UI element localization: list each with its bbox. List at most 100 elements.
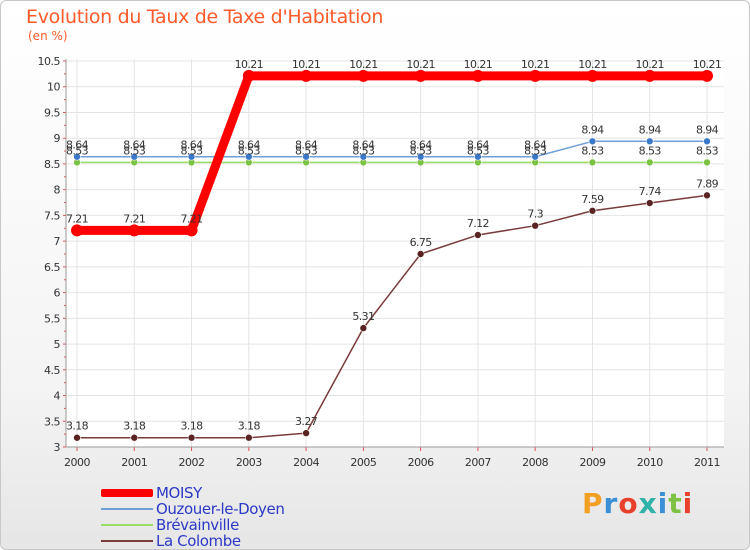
x-tick-label: 2008 [522,456,548,469]
logo-letter: i [682,487,694,520]
data-point-moisy [185,224,198,237]
data-label-ouzouer-le-doyen: 8.64 [295,139,318,152]
data-label-ouzouer-le-doyen: 8.64 [467,139,490,152]
data-label-moisy: 10.21 [635,58,664,71]
data-point-ouzouer-le-doyen [588,137,597,146]
data-point-moisy [357,69,370,82]
x-tick-label: 2002 [179,456,205,469]
y-tick-label: 6.5 [44,261,60,274]
y-tick-label: 10 [47,81,60,94]
data-label-la-colombe: 7.89 [696,177,719,190]
logo-letter: P [582,487,604,520]
data-point-moisy [701,69,713,82]
data-point-moisy [643,69,656,82]
data-label-brevainville: 8.53 [295,144,318,157]
data-point-brevainville [588,158,597,167]
data-point-la-colombe [416,250,425,258]
y-tick-label: 3 [54,441,61,454]
data-point-la-colombe [474,231,482,239]
data-label-la-colombe: 3.27 [295,415,318,428]
data-label-moisy: 10.21 [693,58,722,71]
data-point-la-colombe [645,199,654,207]
data-label-brevainville: 8.53 [352,144,375,157]
data-label-la-colombe: 3.18 [123,420,146,433]
series-line-la-colombe [76,194,708,439]
data-point-ouzouer-le-doyen [130,152,139,161]
data-label-la-colombe: 3.18 [66,420,89,433]
data-point-brevainville [703,158,711,167]
data-label-la-colombe: 5.31 [352,310,374,323]
x-tick-label: 2009 [579,456,605,469]
data-label-brevainville: 8.53 [123,144,146,157]
data-label-brevainville: 8.53 [696,144,719,157]
data-label-moisy: 10.21 [521,58,550,71]
logo-letter: t [668,487,683,520]
data-label-brevainville: 8.53 [180,144,203,157]
data-point-moisy [300,69,313,82]
data-label-moisy: 10.21 [464,58,493,71]
data-point-moisy [414,69,427,82]
y-tick-label: 8 [54,184,61,197]
y-tick-label: 6 [54,287,61,300]
y-tick-label: 4 [54,390,61,403]
data-point-ouzouer-le-doyen [645,137,654,146]
data-label-ouzouer-le-doyen: 8.94 [639,123,662,136]
data-point-la-colombe [703,191,711,200]
y-tick-label: 10.5 [38,55,61,68]
data-label-moisy: 7.21 [66,212,88,225]
series-line-moisy [72,71,712,235]
y-axis-unit: (en %) [28,29,68,43]
data-point-moisy [586,69,599,82]
data-point-moisy [471,69,484,82]
axes: 3 3.5 4 4.5 5 5.5 6 6.5 7 7.5 8 8.5 9 9.5 10 10.5 2000 20… [38,55,724,469]
y-tick-label: 5.5 [44,312,60,325]
series-layer [71,69,713,442]
data-label-brevainville: 8.53 [524,144,547,157]
proxiti-logo: Proxiti [582,487,693,520]
x-tick-label: 2005 [350,456,376,469]
data-label-moisy: 10.21 [406,58,435,71]
x-tick-label: 2006 [408,456,434,469]
data-label-la-colombe: 7.74 [639,185,662,198]
data-point-ouzouer-le-doyen [416,152,425,161]
data-point-moisy [128,224,141,237]
y-tick-label: 7 [54,235,61,248]
legend-swatch-ouzouer [101,508,153,510]
data-label-ouzouer-le-doyen: 8.64 [410,139,433,152]
data-point-ouzouer-le-doyen [531,152,539,161]
data-point-la-colombe [588,206,597,215]
y-tick-label: 5 [54,338,61,351]
data-label-moisy: 10.21 [292,58,321,71]
y-tick-label: 4.5 [44,364,60,377]
x-tick-label: 2003 [236,456,262,469]
y-tick-label: 8.5 [44,158,60,171]
data-point-ouzouer-le-doyen [245,152,253,161]
data-labels-layer: 7.21 7.21 7.21 10.21 10.21 10.21 10.21 10.21 10.… [66,58,722,433]
data-point-moisy [242,69,255,82]
data-point-la-colombe [245,433,253,442]
legend-swatch-la-colombe [101,540,153,542]
data-point-ouzouer-le-doyen [187,152,196,161]
data-point-ouzouer-le-doyen [474,152,482,161]
data-label-la-colombe: 3.18 [238,420,261,433]
data-label-brevainville: 8.53 [581,144,604,157]
x-tick-label: 2004 [293,456,319,469]
data-label-ouzouer-le-doyen: 8.64 [180,139,203,152]
data-point-la-colombe [302,429,310,437]
logo-letter: x [638,487,658,520]
logo-letter: i [657,487,669,520]
data-label-brevainville: 8.53 [410,144,433,157]
data-label-moisy: 10.21 [349,58,378,71]
data-label-ouzouer-le-doyen: 8.94 [581,123,604,136]
data-label-brevainville: 8.53 [66,144,89,157]
data-point-la-colombe [359,324,368,332]
data-label-la-colombe: 3.18 [180,420,203,433]
y-tick-label: 3.5 [44,415,60,428]
data-label-la-colombe: 7.3 [527,208,543,221]
legend-label-ouzouer: Ouzouer-le-Doyen [156,500,285,518]
plot-area [66,59,724,447]
data-point-moisy [529,69,542,82]
x-tick-label: 2000 [64,456,90,469]
data-label-moisy: 7.21 [123,212,145,225]
